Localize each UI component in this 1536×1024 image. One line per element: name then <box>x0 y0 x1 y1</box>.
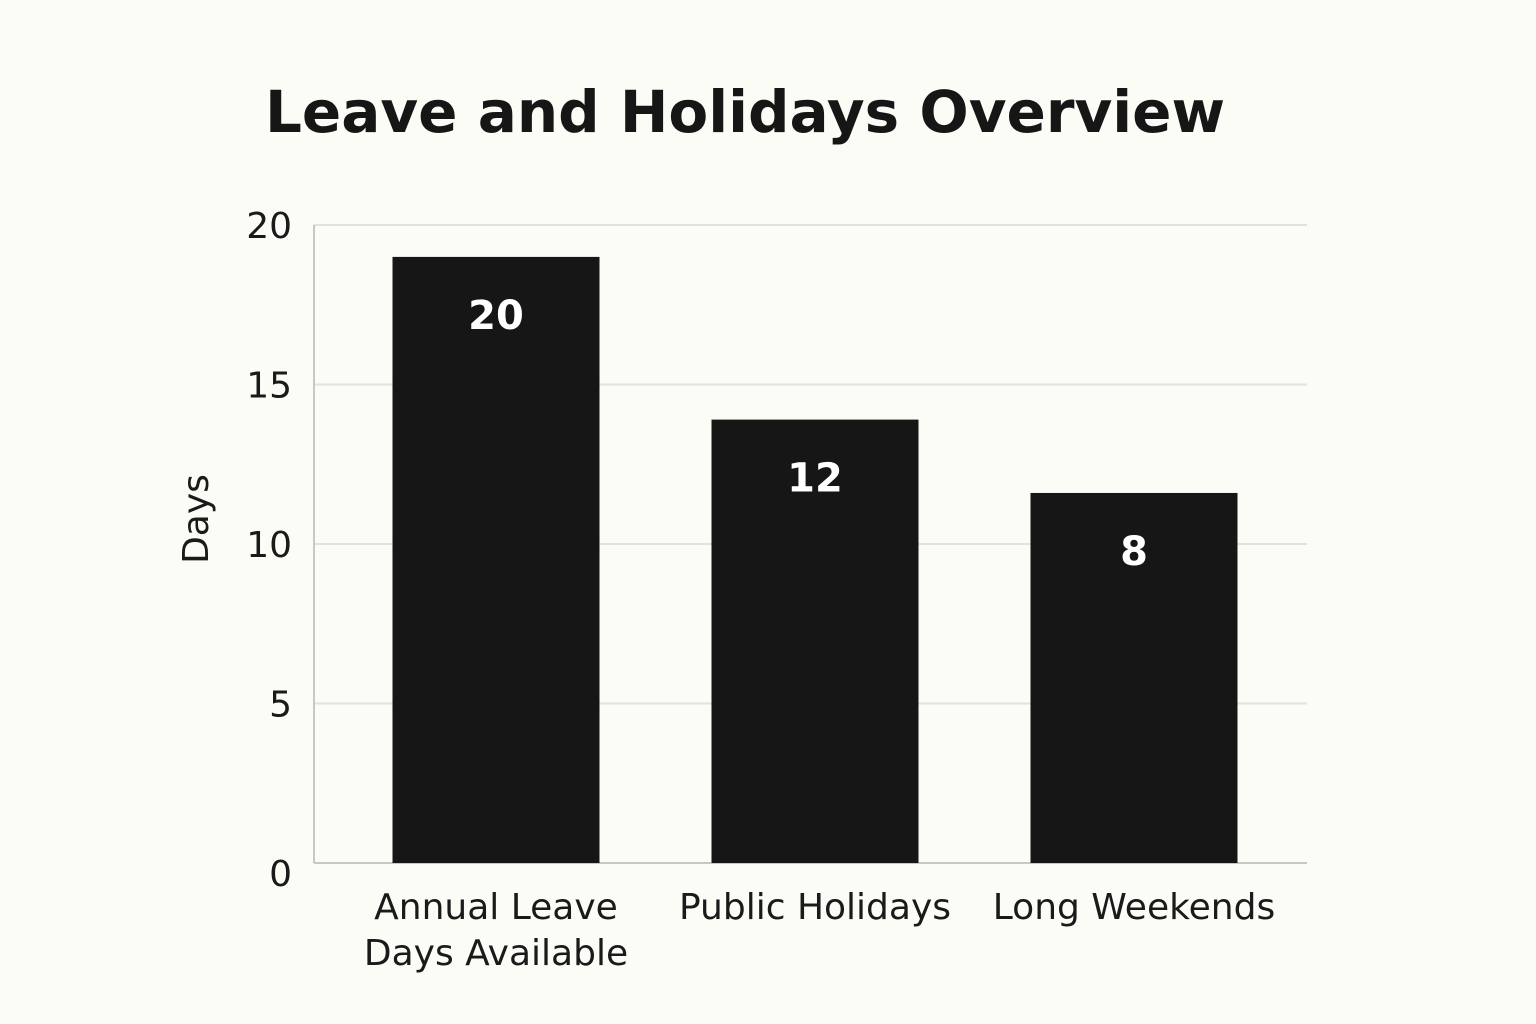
y-tick-label: 5 <box>269 685 292 726</box>
x-category-label: Days Available <box>364 933 628 974</box>
y-axis-title: Days <box>176 474 217 564</box>
y-tick-label: 10 <box>246 525 292 566</box>
bar <box>392 256 600 863</box>
y-tick-label: 15 <box>246 366 292 407</box>
x-category-label: Long Weekends <box>993 887 1275 928</box>
x-category-label: Public Holidays <box>679 887 951 928</box>
chart-title: Leave and Holidays Overview <box>265 78 1225 146</box>
bar <box>1030 492 1238 863</box>
data-labels: 20 12 8 <box>468 293 1148 575</box>
bar <box>711 419 919 863</box>
bar-value-label: 20 <box>468 293 524 339</box>
bars <box>392 256 1238 863</box>
y-tick-labels: 0 5 10 15 20 <box>246 206 292 895</box>
bar-value-label: 12 <box>787 456 843 502</box>
category-labels: Annual Leave Days Available Public Holiday… <box>364 887 1275 974</box>
bar-value-label: 8 <box>1120 529 1148 575</box>
y-tick-label: 0 <box>269 854 292 895</box>
y-tick-label: 20 <box>246 206 292 247</box>
x-category-label: Annual Leave <box>374 887 618 928</box>
